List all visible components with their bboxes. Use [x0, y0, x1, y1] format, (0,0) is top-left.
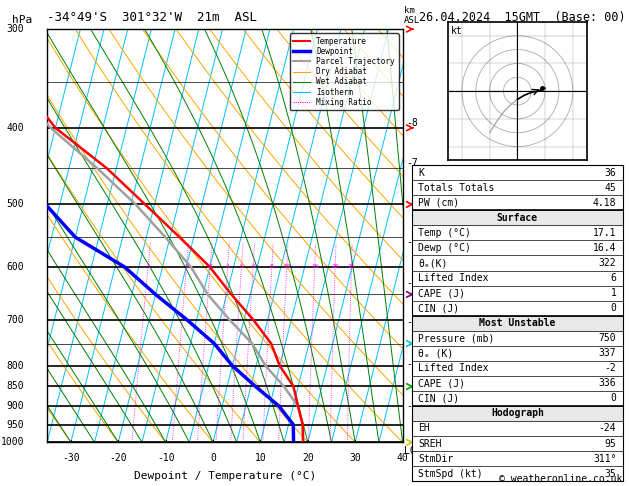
Text: 1: 1	[611, 288, 616, 298]
Text: -24: -24	[599, 423, 616, 434]
Text: hPa: hPa	[12, 15, 32, 25]
Text: -2: -2	[604, 364, 616, 373]
Text: 4.18: 4.18	[593, 198, 616, 208]
Text: -10: -10	[157, 452, 174, 463]
Text: K: K	[418, 168, 424, 178]
Text: 900: 900	[6, 401, 24, 411]
Text: 400: 400	[6, 123, 24, 133]
Text: LCL: LCL	[404, 446, 422, 456]
Text: 336: 336	[599, 379, 616, 388]
Text: 800: 800	[6, 361, 24, 371]
Text: 700: 700	[6, 315, 24, 325]
Text: 0: 0	[611, 393, 616, 403]
Text: 600: 600	[6, 262, 24, 272]
Text: -34°49'S  301°32'W  21m  ASL: -34°49'S 301°32'W 21m ASL	[47, 11, 257, 23]
Text: 3: 3	[208, 264, 212, 270]
Text: -20: -20	[109, 452, 127, 463]
Text: 2: 2	[184, 264, 188, 270]
Text: -4: -4	[406, 278, 418, 288]
Text: 300: 300	[6, 24, 24, 34]
Text: Temp (°C): Temp (°C)	[418, 228, 471, 238]
Text: Surface: Surface	[497, 213, 538, 223]
Text: 30: 30	[349, 452, 361, 463]
Text: 35: 35	[604, 469, 616, 479]
Text: -8: -8	[406, 118, 418, 128]
Text: EH: EH	[418, 423, 430, 434]
Text: StmSpd (kt): StmSpd (kt)	[418, 469, 483, 479]
Text: -3: -3	[406, 317, 418, 328]
Text: CIN (J): CIN (J)	[418, 393, 459, 403]
Text: CAPE (J): CAPE (J)	[418, 288, 465, 298]
Text: km
ASL: km ASL	[404, 6, 420, 25]
Text: PW (cm): PW (cm)	[418, 198, 459, 208]
Text: Most Unstable: Most Unstable	[479, 318, 555, 328]
Text: 20: 20	[331, 264, 339, 270]
Text: 95: 95	[604, 438, 616, 449]
Text: StmDir: StmDir	[418, 453, 454, 464]
Text: θₑ (K): θₑ (K)	[418, 348, 454, 358]
Text: 10: 10	[255, 452, 266, 463]
Text: 45: 45	[604, 183, 616, 193]
Text: 6: 6	[251, 264, 255, 270]
Text: Pressure (mb): Pressure (mb)	[418, 333, 494, 343]
Text: 20: 20	[302, 452, 314, 463]
Text: -1: -1	[406, 401, 418, 411]
Text: -30: -30	[62, 452, 80, 463]
Text: SREH: SREH	[418, 438, 442, 449]
Text: 0: 0	[611, 303, 616, 313]
Text: -2: -2	[406, 359, 418, 368]
Text: 500: 500	[6, 199, 24, 209]
Text: 17.1: 17.1	[593, 228, 616, 238]
Text: 40: 40	[397, 452, 408, 463]
Text: Hodograph: Hodograph	[491, 408, 544, 418]
Text: 4: 4	[226, 264, 230, 270]
Text: CIN (J): CIN (J)	[418, 303, 459, 313]
Text: 25: 25	[348, 264, 355, 270]
Text: Totals Totals: Totals Totals	[418, 183, 494, 193]
Text: 15: 15	[311, 264, 318, 270]
Text: 5: 5	[240, 264, 243, 270]
Text: Dewp (°C): Dewp (°C)	[418, 243, 471, 253]
Legend: Temperature, Dewpoint, Parcel Trajectory, Dry Adiabat, Wet Adiabat, Isotherm, Mi: Temperature, Dewpoint, Parcel Trajectory…	[289, 33, 399, 110]
Text: 36: 36	[604, 168, 616, 178]
Text: Mixing Ratio (g/kg): Mixing Ratio (g/kg)	[441, 188, 450, 283]
Text: -7: -7	[406, 158, 418, 168]
Text: 1: 1	[146, 264, 150, 270]
Text: Dewpoint / Temperature (°C): Dewpoint / Temperature (°C)	[134, 471, 316, 481]
Text: © weatheronline.co.uk: © weatheronline.co.uk	[499, 473, 623, 484]
Text: 850: 850	[6, 382, 24, 392]
Text: -5: -5	[406, 237, 418, 247]
Text: kt: kt	[451, 26, 462, 36]
Text: Lifted Index: Lifted Index	[418, 273, 489, 283]
Text: θₑ(K): θₑ(K)	[418, 258, 448, 268]
Text: 750: 750	[599, 333, 616, 343]
Text: 6: 6	[611, 273, 616, 283]
Text: 337: 337	[599, 348, 616, 358]
Text: 322: 322	[599, 258, 616, 268]
Text: 950: 950	[6, 419, 24, 430]
Text: 0: 0	[210, 452, 216, 463]
Text: Lifted Index: Lifted Index	[418, 364, 489, 373]
Text: 10: 10	[283, 264, 291, 270]
Text: 1000: 1000	[1, 437, 24, 447]
Text: -6: -6	[406, 198, 418, 208]
Text: 16.4: 16.4	[593, 243, 616, 253]
Text: 8: 8	[270, 264, 274, 270]
Text: 26.04.2024  15GMT  (Base: 00): 26.04.2024 15GMT (Base: 00)	[420, 11, 626, 23]
Text: CAPE (J): CAPE (J)	[418, 379, 465, 388]
Text: 311°: 311°	[593, 453, 616, 464]
